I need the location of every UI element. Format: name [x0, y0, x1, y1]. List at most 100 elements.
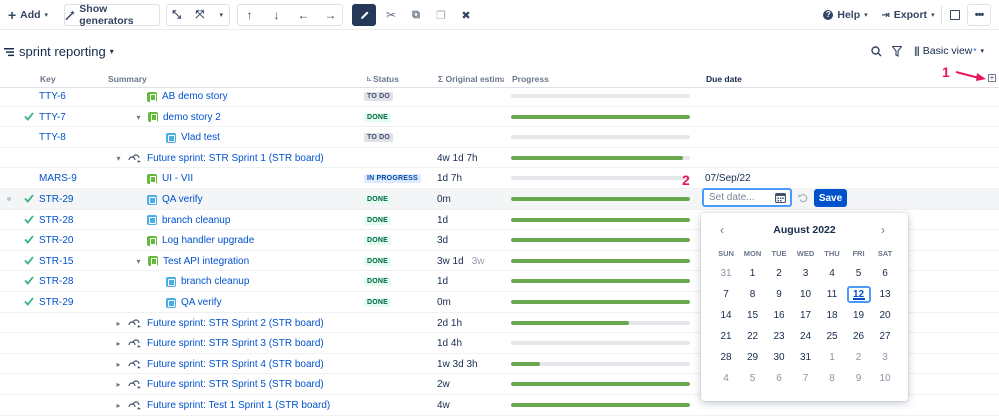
- issue-summary[interactable]: branch cleanup: [166, 275, 249, 288]
- calendar-day[interactable]: 15: [746, 310, 759, 321]
- issue-summary[interactable]: ▸ Future sprint: Test 1 Sprint 1 (STR boa…: [114, 399, 330, 412]
- calendar-day[interactable]: 22: [746, 331, 759, 342]
- table-row[interactable]: TTY-8 Vlad test TO DO: [0, 127, 999, 148]
- sprint-row[interactable]: ▸ Future sprint: STR Sprint 2 (STR board)…: [0, 313, 999, 334]
- calendar-day[interactable]: 9: [776, 289, 782, 300]
- table-row[interactable]: STR-29 QA verify DONE 0m: [0, 292, 999, 313]
- column-header-summary[interactable]: Summary: [108, 74, 147, 84]
- column-header-key[interactable]: Key: [40, 74, 56, 84]
- show-generators-button[interactable]: Show generators: [64, 3, 160, 27]
- calendar-day[interactable]: 25: [826, 331, 838, 342]
- issue-summary[interactable]: branch cleanup: [147, 214, 230, 227]
- fullscreen-button[interactable]: [945, 4, 965, 26]
- structure-title[interactable]: sprint reporting ▾: [4, 44, 114, 59]
- issue-key[interactable]: TTY-6: [39, 91, 66, 102]
- calendar-day[interactable]: 2: [776, 268, 782, 279]
- calendar-icon[interactable]: [775, 192, 786, 203]
- issue-summary[interactable]: ▾ demo story 2: [134, 111, 220, 124]
- issue-key[interactable]: STR-15: [39, 255, 74, 267]
- calendar-day[interactable]: 1: [829, 352, 835, 363]
- issue-key[interactable]: TTY-8: [39, 132, 66, 144]
- export-button[interactable]: ⇥ Export ▾: [878, 4, 938, 26]
- table-row[interactable]: TTY-6 AB demo story TO DO: [0, 86, 999, 107]
- calendar-day[interactable]: 3: [802, 268, 809, 279]
- table-row[interactable]: STR-29 QA verify DONE 0m: [0, 189, 999, 210]
- issue-summary[interactable]: Vlad test: [166, 131, 220, 144]
- calendar-day[interactable]: 21: [720, 331, 732, 342]
- add-column-icon[interactable]: +: [988, 73, 996, 82]
- calendar-day[interactable]: 18: [826, 310, 838, 321]
- prev-month-icon[interactable]: ‹: [720, 223, 724, 237]
- more-button[interactable]: •••: [967, 4, 991, 26]
- issue-summary[interactable]: ▾ Test API integration: [134, 255, 249, 268]
- calendar-day[interactable]: 6: [882, 268, 888, 279]
- calendar-day[interactable]: 31: [799, 352, 812, 363]
- chevron-down-icon[interactable]: ▾: [219, 12, 224, 19]
- calendar-day[interactable]: 16: [773, 310, 785, 321]
- issue-key[interactable]: STR-20: [39, 235, 74, 247]
- issue-summary[interactable]: QA verify: [147, 193, 203, 206]
- calendar-day[interactable]: 29: [746, 352, 759, 363]
- column-header-status[interactable]: Status: [373, 74, 399, 84]
- chevron-down-icon[interactable]: ▾: [116, 153, 121, 163]
- due-date-input[interactable]: [702, 188, 792, 207]
- calendar-day[interactable]: 30: [773, 352, 785, 363]
- calendar-day[interactable]: 7: [723, 289, 729, 300]
- sprint-row[interactable]: ▸ Future sprint: STR Sprint 5 (STR board)…: [0, 374, 999, 395]
- table-row[interactable]: TTY-7 ▾ demo story 2 DONE: [0, 107, 999, 128]
- sprint-row[interactable]: ▸ Future sprint: STR Sprint 3 (STR board)…: [0, 333, 999, 354]
- search-icon[interactable]: [871, 46, 882, 57]
- chevron-right-icon[interactable]: ▸: [116, 318, 121, 328]
- add-button[interactable]: + Add ▾: [4, 4, 52, 26]
- issue-summary[interactable]: UI - VII: [147, 172, 193, 185]
- arrow-left-icon[interactable]: ←: [297, 8, 310, 22]
- calendar-day[interactable]: 10: [799, 289, 812, 300]
- calendar-day[interactable]: 10: [879, 373, 891, 384]
- filter-icon[interactable]: [892, 46, 902, 57]
- issue-key[interactable]: MARS-9: [39, 173, 77, 185]
- calendar-day[interactable]: 19: [852, 310, 865, 321]
- issue-summary[interactable]: QA verify: [166, 296, 222, 309]
- issue-summary[interactable]: ▸ Future sprint: STR Sprint 4 (STR board): [114, 358, 323, 371]
- edit-button[interactable]: [352, 4, 376, 26]
- chevron-right-icon[interactable]: ▸: [116, 401, 121, 410]
- issue-key[interactable]: STR-29: [39, 297, 74, 308]
- undo-icon[interactable]: [798, 193, 808, 203]
- table-row[interactable]: STR-15 ▾ Test API integration DONE 3w 1d 3w: [0, 251, 999, 272]
- calendar-day[interactable]: 23: [773, 331, 785, 342]
- calendar-day[interactable]: 6: [776, 373, 782, 384]
- issue-summary[interactable]: Log handler upgrade: [147, 234, 254, 247]
- chevron-down-icon[interactable]: ▾: [136, 256, 141, 266]
- calendar-day[interactable]: 8: [749, 289, 756, 300]
- column-header-estimate[interactable]: Σ Original estimate: [438, 74, 504, 84]
- copy-button[interactable]: ⧉: [405, 4, 427, 26]
- calendar-day[interactable]: 7: [802, 373, 809, 384]
- paste-button[interactable]: ❐: [430, 4, 452, 26]
- calendar-day[interactable]: 17: [799, 310, 812, 321]
- issue-summary[interactable]: ▸ Future sprint: STR Sprint 3 (STR board): [114, 337, 323, 350]
- calendar-day[interactable]: 5: [855, 268, 862, 279]
- sprint-row[interactable]: ▾ Future sprint: STR Sprint 1 (STR board)…: [0, 148, 999, 169]
- table-row[interactable]: STR-28 branch cleanup DONE 1d: [0, 210, 999, 231]
- sprint-row[interactable]: ▸ Future sprint: STR Sprint 4 (STR board)…: [0, 354, 999, 375]
- issue-summary[interactable]: ▸ Future sprint: STR Sprint 2 (STR board): [114, 317, 323, 330]
- delete-button[interactable]: ✖: [455, 4, 477, 26]
- arrow-up-icon[interactable]: ↑: [246, 8, 253, 22]
- chevron-right-icon[interactable]: ▸: [116, 359, 121, 369]
- expand-icon[interactable]: ⤡: [172, 8, 182, 21]
- cut-button[interactable]: ✂: [380, 4, 402, 26]
- help-button[interactable]: ? Help ▾: [818, 4, 873, 26]
- save-button[interactable]: Save: [814, 189, 847, 207]
- column-header-progress[interactable]: Progress: [512, 74, 549, 84]
- chevron-down-icon[interactable]: ▾: [136, 112, 141, 122]
- issue-key[interactable]: STR-29: [39, 194, 74, 205]
- calendar-day[interactable]: 26: [852, 331, 865, 342]
- issue-key[interactable]: TTY-7: [39, 111, 66, 123]
- issue-key[interactable]: STR-28: [39, 214, 74, 226]
- calendar-day[interactable]: 28: [720, 352, 732, 363]
- calendar-day[interactable]: 27: [879, 331, 891, 342]
- calendar-day[interactable]: 5: [749, 373, 756, 384]
- calendar-day[interactable]: 14: [720, 310, 732, 321]
- table-row[interactable]: MARS-9 UI - VII IN PROGRESS 1d 7h 07/Sep/22: [0, 168, 999, 189]
- collapse-icon[interactable]: ⤧: [195, 8, 205, 21]
